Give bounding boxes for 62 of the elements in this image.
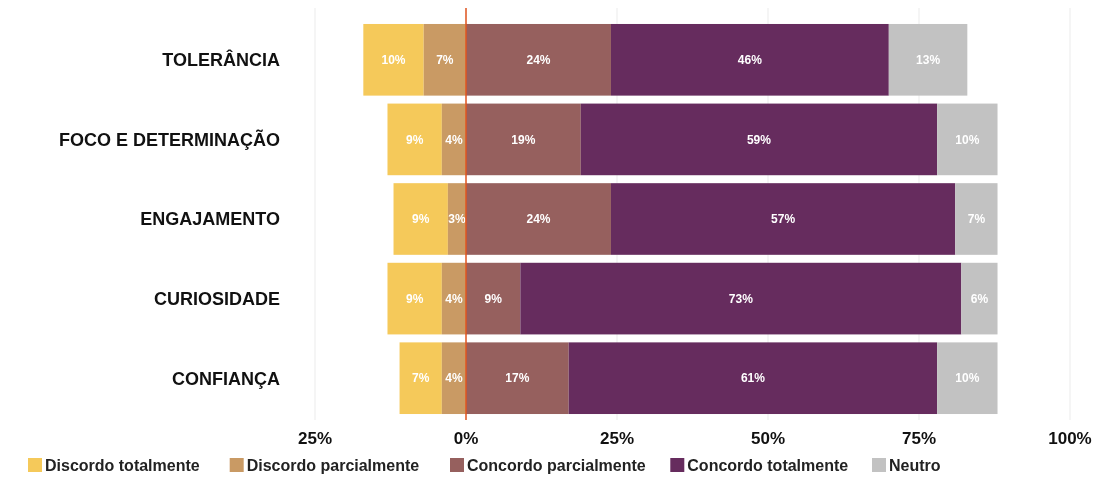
data-label: 24% — [526, 212, 551, 227]
data-label: 4% — [445, 291, 463, 306]
data-label: 9% — [412, 212, 430, 227]
bar — [466, 23, 611, 96]
bar — [937, 342, 998, 415]
bar — [423, 23, 466, 96]
data-label: 61% — [740, 371, 766, 386]
bar — [387, 262, 442, 335]
x-tick-label: 100% — [1048, 428, 1092, 448]
bar — [961, 262, 998, 335]
bar — [387, 103, 442, 176]
data-label: 9% — [405, 291, 424, 306]
bar — [466, 262, 521, 335]
data-label: 17% — [505, 371, 530, 386]
data-label: 24% — [526, 53, 551, 67]
x-tick-label: 25% — [297, 428, 333, 448]
x-tick-label: 25% — [599, 428, 635, 448]
data-label: 7% — [967, 212, 986, 227]
data-label: 13% — [916, 53, 941, 67]
legend-label: Discordo totalmente — [45, 456, 200, 474]
data-label: 57% — [771, 212, 796, 227]
legend-label: Discordo parcialmente — [246, 456, 420, 474]
bar — [399, 342, 442, 415]
bar — [466, 103, 581, 176]
data-label: 46% — [737, 53, 763, 67]
bar — [580, 103, 938, 176]
data-label: 10% — [381, 53, 406, 67]
x-tick-label: 75% — [901, 428, 937, 448]
data-label: 4% — [445, 371, 463, 386]
data-label: 9% — [405, 132, 424, 147]
legend-label: Concordo totalmente — [687, 456, 849, 474]
y-tick-label: CURIOSIDADE — [153, 288, 280, 309]
data-label: 7% — [412, 371, 430, 386]
data-label: 10% — [955, 132, 980, 147]
data-label: 73% — [728, 291, 754, 306]
data-label: 6% — [970, 291, 989, 306]
data-label: 19% — [511, 132, 536, 147]
data-label: 3% — [448, 212, 466, 227]
bar — [610, 183, 956, 255]
data-label: 59% — [746, 132, 772, 147]
bar — [393, 183, 448, 255]
y-tick-label: CONFIANÇA — [172, 368, 280, 389]
data-label: 4% — [445, 132, 463, 147]
bar — [466, 183, 611, 255]
y-tick-label: TOLERÂNCIA — [162, 49, 280, 71]
y-tick-label: ENGAJAMENTO — [140, 209, 280, 230]
bar — [568, 342, 938, 415]
bar — [937, 103, 998, 176]
bar — [955, 183, 998, 255]
bar — [520, 262, 962, 335]
bar — [888, 23, 968, 96]
bar — [363, 23, 424, 96]
y-tick-label: FOCO E DETERMINAÇÃO — [58, 128, 280, 150]
x-tick-label: 0% — [453, 428, 479, 448]
x-tick-label: 50% — [750, 428, 786, 448]
bar — [610, 23, 889, 96]
data-label: 9% — [484, 291, 503, 306]
legend-label: Concordo parcialmente — [467, 456, 646, 474]
data-label: 7% — [436, 53, 454, 67]
data-label: 10% — [955, 371, 980, 386]
bar — [466, 342, 569, 415]
legend-label: Neutro — [889, 456, 941, 474]
